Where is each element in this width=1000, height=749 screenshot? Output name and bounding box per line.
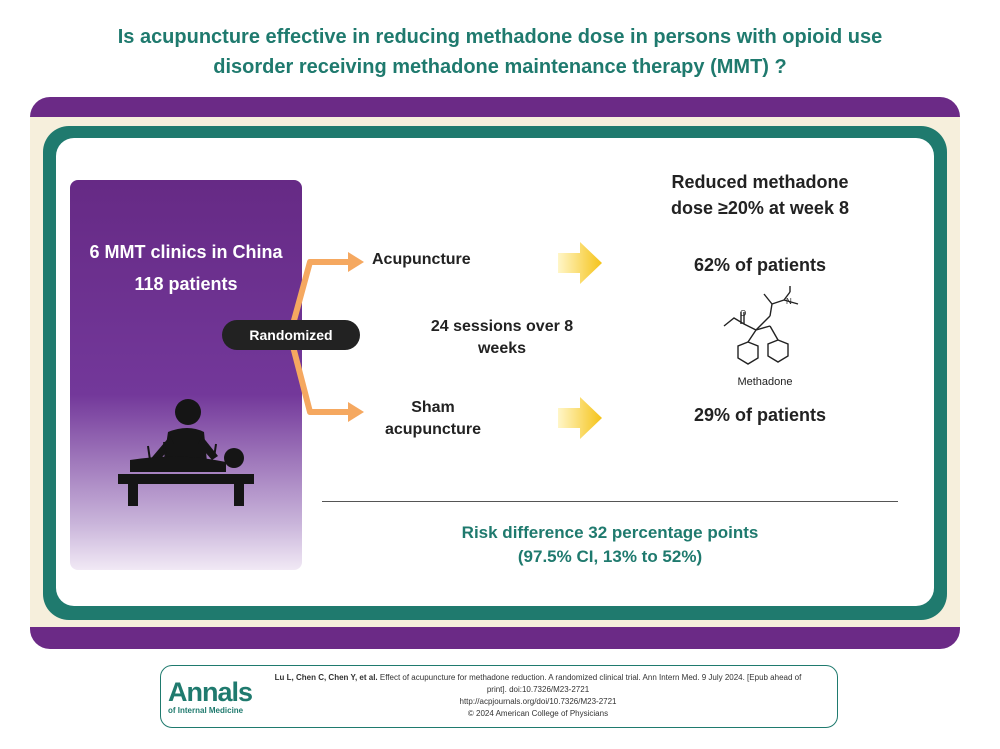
citation-text: Lu L, Chen C, Chen Y, et al. Effect of a…: [248, 672, 828, 720]
randomization-arrows: [287, 252, 364, 422]
outcome-heading-line-1: Reduced methadone: [671, 172, 849, 192]
acupuncture-treatment-icon: [118, 399, 254, 506]
treatment-result: 62% of patients: [693, 255, 827, 275]
copyright: © 2024 American College of Physicians: [467, 709, 609, 718]
sessions-label: 24 sessions over 8 weeks: [412, 316, 592, 360]
methadone-molecule-icon: O N: [723, 286, 799, 365]
study-info: 6 MMT clinics in China 118 patients: [70, 236, 302, 300]
title-line-2: disorder receiving methadone maintenance…: [213, 56, 787, 78]
svg-text:O: O: [740, 309, 746, 318]
risk-line-1: Risk difference 32 percentage points: [461, 523, 759, 542]
molecule-label: Methadone: [737, 376, 793, 388]
annals-logo: Annals: [168, 677, 253, 707]
annals-logo-subtitle: of Internal Medicine: [168, 706, 244, 715]
citation-line-1: Lu L, Chen C, Chen Y, et al. Effect of a…: [248, 672, 828, 684]
sessions-line-1: 24 sessions over 8: [430, 318, 574, 335]
risk-line-2: (97.5% CI, 13% to 52%): [517, 547, 703, 566]
treatment-result-arrow-icon: [558, 242, 602, 284]
control-arm-label: Sham acupuncture: [378, 397, 488, 441]
outcome-heading: Reduced methadone dose ≥20% at week 8: [645, 169, 875, 221]
divider: [322, 501, 898, 502]
citation-url: http://acpjournals.org/doi/10.7326/M23-2…: [459, 697, 617, 706]
control-result-arrow-icon: [558, 397, 602, 439]
control-result: 29% of patients: [693, 405, 827, 425]
citation-line-2: print]. doi:10.7326/M23-2721: [486, 685, 590, 694]
svg-text:N: N: [786, 297, 792, 306]
sessions-line-2: weeks: [477, 340, 527, 357]
patients-text: 118 patients: [134, 274, 238, 294]
title-line-1: Is acupuncture effective in reducing met…: [117, 26, 883, 48]
study-panel: [70, 180, 302, 570]
citation-title: Effect of acupuncture for methadone redu…: [379, 673, 802, 682]
page-title: Is acupuncture effective in reducing met…: [60, 22, 940, 82]
citation-box: [160, 665, 838, 728]
outcome-heading-line-2: dose ≥20% at week 8: [671, 198, 849, 218]
risk-difference: Risk difference 32 percentage points (97…: [322, 521, 898, 569]
treatment-arm-label: Acupuncture: [372, 251, 471, 268]
randomized-badge: Randomized: [222, 320, 360, 350]
citation-authors: Lu L, Chen C, Chen Y, et al.: [274, 673, 378, 682]
control-label-line-2: acupuncture: [384, 421, 481, 438]
control-label-line-1: Sham: [411, 399, 455, 416]
clinics-text: 6 MMT clinics in China: [89, 242, 283, 262]
